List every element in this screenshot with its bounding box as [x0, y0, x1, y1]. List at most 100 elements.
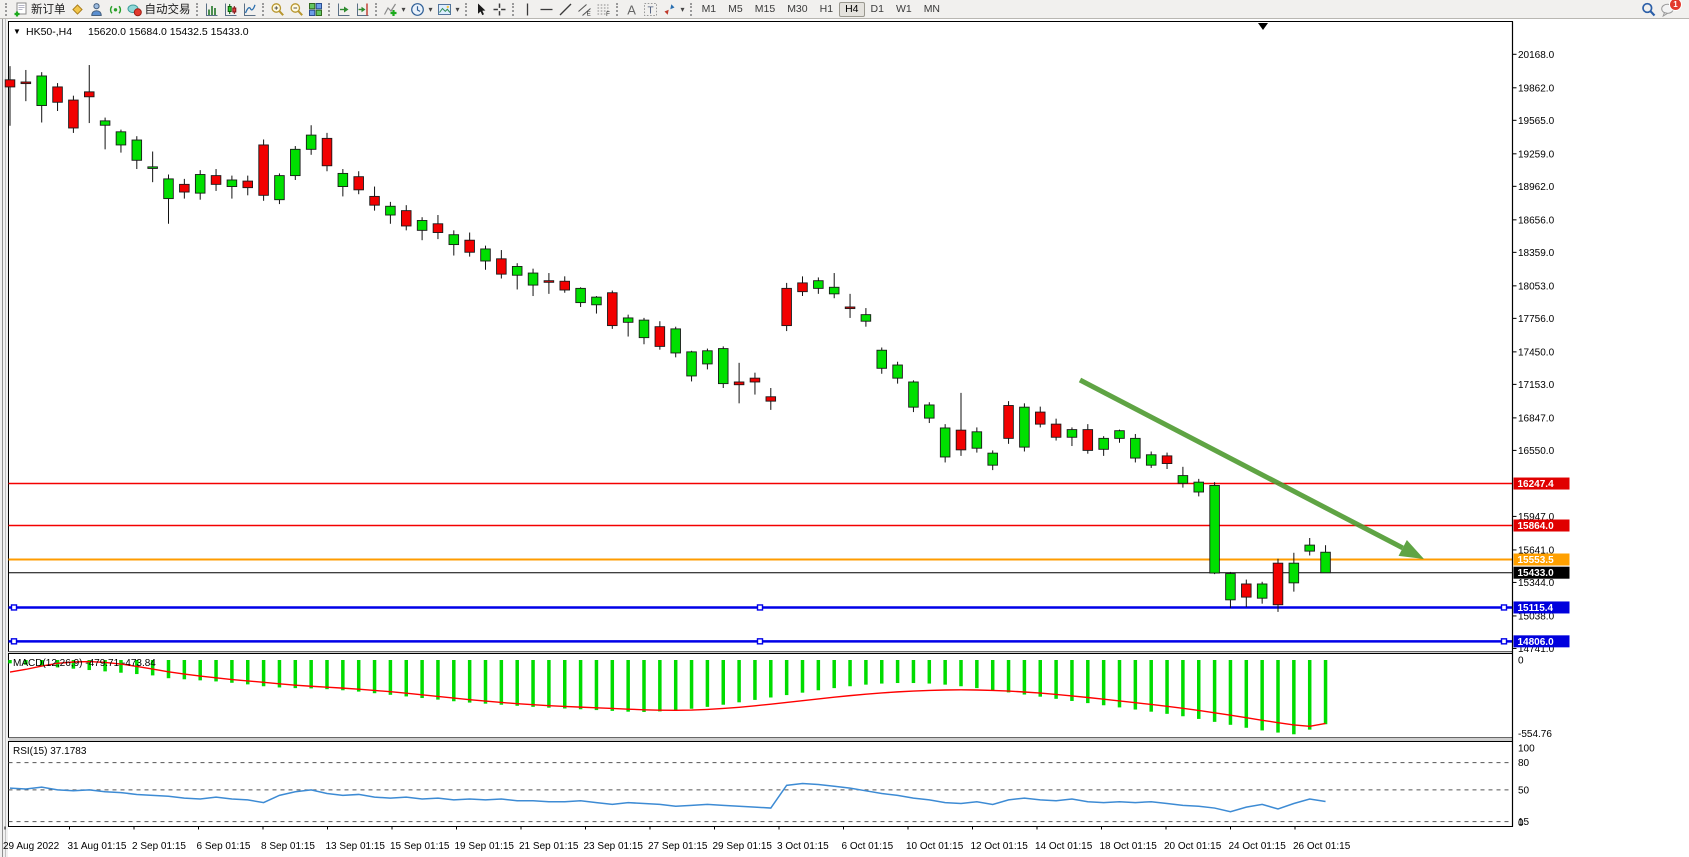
text-button[interactable]: A [622, 1, 641, 18]
trend-arrow-annotation[interactable] [1078, 377, 1424, 559]
dropdown-caret-icon: ▾ [455, 4, 460, 14]
horizontal-line-objects[interactable] [8, 482, 1513, 645]
candle [1304, 544, 1315, 552]
toolbar-group-grip[interactable] [5, 2, 7, 16]
candle [1019, 406, 1030, 448]
timeframe-button-m5[interactable]: M5 [728, 2, 743, 15]
horizontal-line-button[interactable] [537, 1, 556, 18]
rsi-axis-label: 15 [1518, 817, 1530, 828]
time-tick-label: 29 Aug 2022 [3, 841, 60, 852]
candle [1288, 562, 1300, 584]
trendline-button[interactable] [556, 1, 575, 18]
fibonacci-button[interactable]: F [594, 1, 613, 18]
candle [1209, 484, 1220, 574]
zoom-out-icon [289, 2, 303, 16]
new-order-button-label: 新订单 [31, 4, 66, 16]
candle [971, 431, 983, 449]
timeframe-button-h1[interactable]: H1 [819, 2, 834, 15]
candle [52, 86, 63, 103]
autotrading-button-label: 自动交易 [144, 4, 191, 16]
main-price-panel: ▼ HK50-,H4 15620.0 15684.0 15432.5 15433.0 [4, 21, 1513, 654]
toolbar-group-grip[interactable] [689, 2, 692, 16]
hline-handle[interactable] [1500, 604, 1508, 611]
line-chart-button[interactable] [240, 1, 259, 18]
timeframe-button-h4[interactable]: H4 [839, 1, 865, 17]
time-tick-label: 14 Oct 01:15 [1035, 841, 1093, 852]
chart-shift-button[interactable] [353, 1, 372, 18]
auto-scroll-button[interactable] [334, 1, 353, 18]
cursor-button[interactable] [471, 1, 490, 18]
equidistant-channel-button[interactable]: E [575, 1, 594, 18]
hline-handle[interactable] [756, 638, 764, 645]
toolbar-group-grip[interactable] [327, 2, 330, 16]
templates-button[interactable]: ▾ [435, 1, 462, 18]
price-tick-label: 15947.0 [1518, 512, 1555, 523]
timeframe-button-m1[interactable]: M1 [701, 2, 717, 15]
timeframe-button-w1[interactable]: W1 [895, 2, 912, 15]
rsi-line [9, 782, 1326, 813]
diamond-icon [71, 3, 83, 15]
rsi-label: RSI(15) 37.1783 [13, 746, 87, 757]
toolbar-group-grip[interactable] [511, 2, 514, 16]
autotrading-button[interactable]: 自动交易 [125, 1, 193, 18]
vertical-line-button[interactable] [518, 1, 537, 18]
time-tick-label: 26 Oct 01:15 [1293, 841, 1351, 852]
price-line-badge [1513, 635, 1570, 648]
rsi-axis-label: 100 [1518, 744, 1535, 755]
symbol-dropdown-icon[interactable]: ▼ [13, 27, 21, 36]
candle [163, 178, 174, 200]
candle [179, 183, 190, 193]
candle [210, 175, 222, 185]
notification-badge: 1 [1669, 0, 1682, 11]
candle [1066, 429, 1078, 438]
hline-icon [540, 8, 553, 10]
candle [274, 175, 285, 201]
indicators-button[interactable]: ▾ [381, 1, 408, 18]
hline-handle[interactable] [756, 604, 764, 611]
rsi-axis-label: 50 [1518, 785, 1530, 796]
toolbar-group-grip[interactable] [615, 2, 618, 16]
timeframe-button-m15[interactable]: M15 [754, 2, 776, 15]
time-tick-label: 18 Oct 01:15 [1100, 841, 1158, 852]
terminal-button[interactable] [87, 1, 106, 18]
candle [1272, 562, 1284, 606]
crosshair-icon [493, 3, 506, 15]
periods-button[interactable]: ▾ [408, 1, 435, 18]
bar-chart-button[interactable] [202, 1, 221, 18]
zoom-out-button[interactable] [287, 1, 306, 18]
hline-handle[interactable] [1500, 638, 1508, 645]
toolbar-group-grip[interactable] [374, 2, 377, 16]
candle [115, 131, 127, 146]
new-order-button[interactable]: 新订单 [11, 1, 68, 18]
signals-button[interactable] [106, 1, 125, 18]
chart-shift-marker[interactable] [1258, 23, 1268, 30]
timeframe-button-m30[interactable]: M30 [787, 2, 808, 15]
candle [765, 396, 777, 402]
crosshair-button[interactable] [490, 1, 509, 18]
candle [543, 280, 555, 283]
toolbar-group-grip[interactable] [464, 2, 467, 16]
candle [4, 79, 16, 88]
hline-handle[interactable] [10, 604, 18, 611]
toolbar-group-grip[interactable] [195, 2, 198, 16]
text-label-button[interactable]: T [641, 1, 660, 18]
metaquotes-button[interactable] [68, 1, 87, 18]
candle [1082, 429, 1094, 451]
timeframe-button-d1[interactable]: D1 [870, 2, 884, 15]
arrows-button[interactable]: ▾ [660, 1, 687, 18]
svg-text:A: A [627, 2, 636, 17]
candlestick-chart-button[interactable] [221, 1, 240, 18]
timeframe-button-mn[interactable]: MN [923, 2, 941, 15]
candle [496, 258, 507, 275]
search-button[interactable] [1639, 1, 1658, 18]
price-tick-label: 15641.0 [1518, 545, 1555, 556]
toolbar-group-grip[interactable] [261, 2, 264, 16]
candle [242, 180, 253, 189]
candle [575, 287, 586, 304]
hline-handle[interactable] [10, 638, 18, 645]
zoom-in-button[interactable] [268, 1, 287, 18]
tile-windows-button[interactable] [306, 1, 325, 18]
candle [147, 166, 158, 169]
notifications-button[interactable]: 1 [1658, 0, 1682, 18]
